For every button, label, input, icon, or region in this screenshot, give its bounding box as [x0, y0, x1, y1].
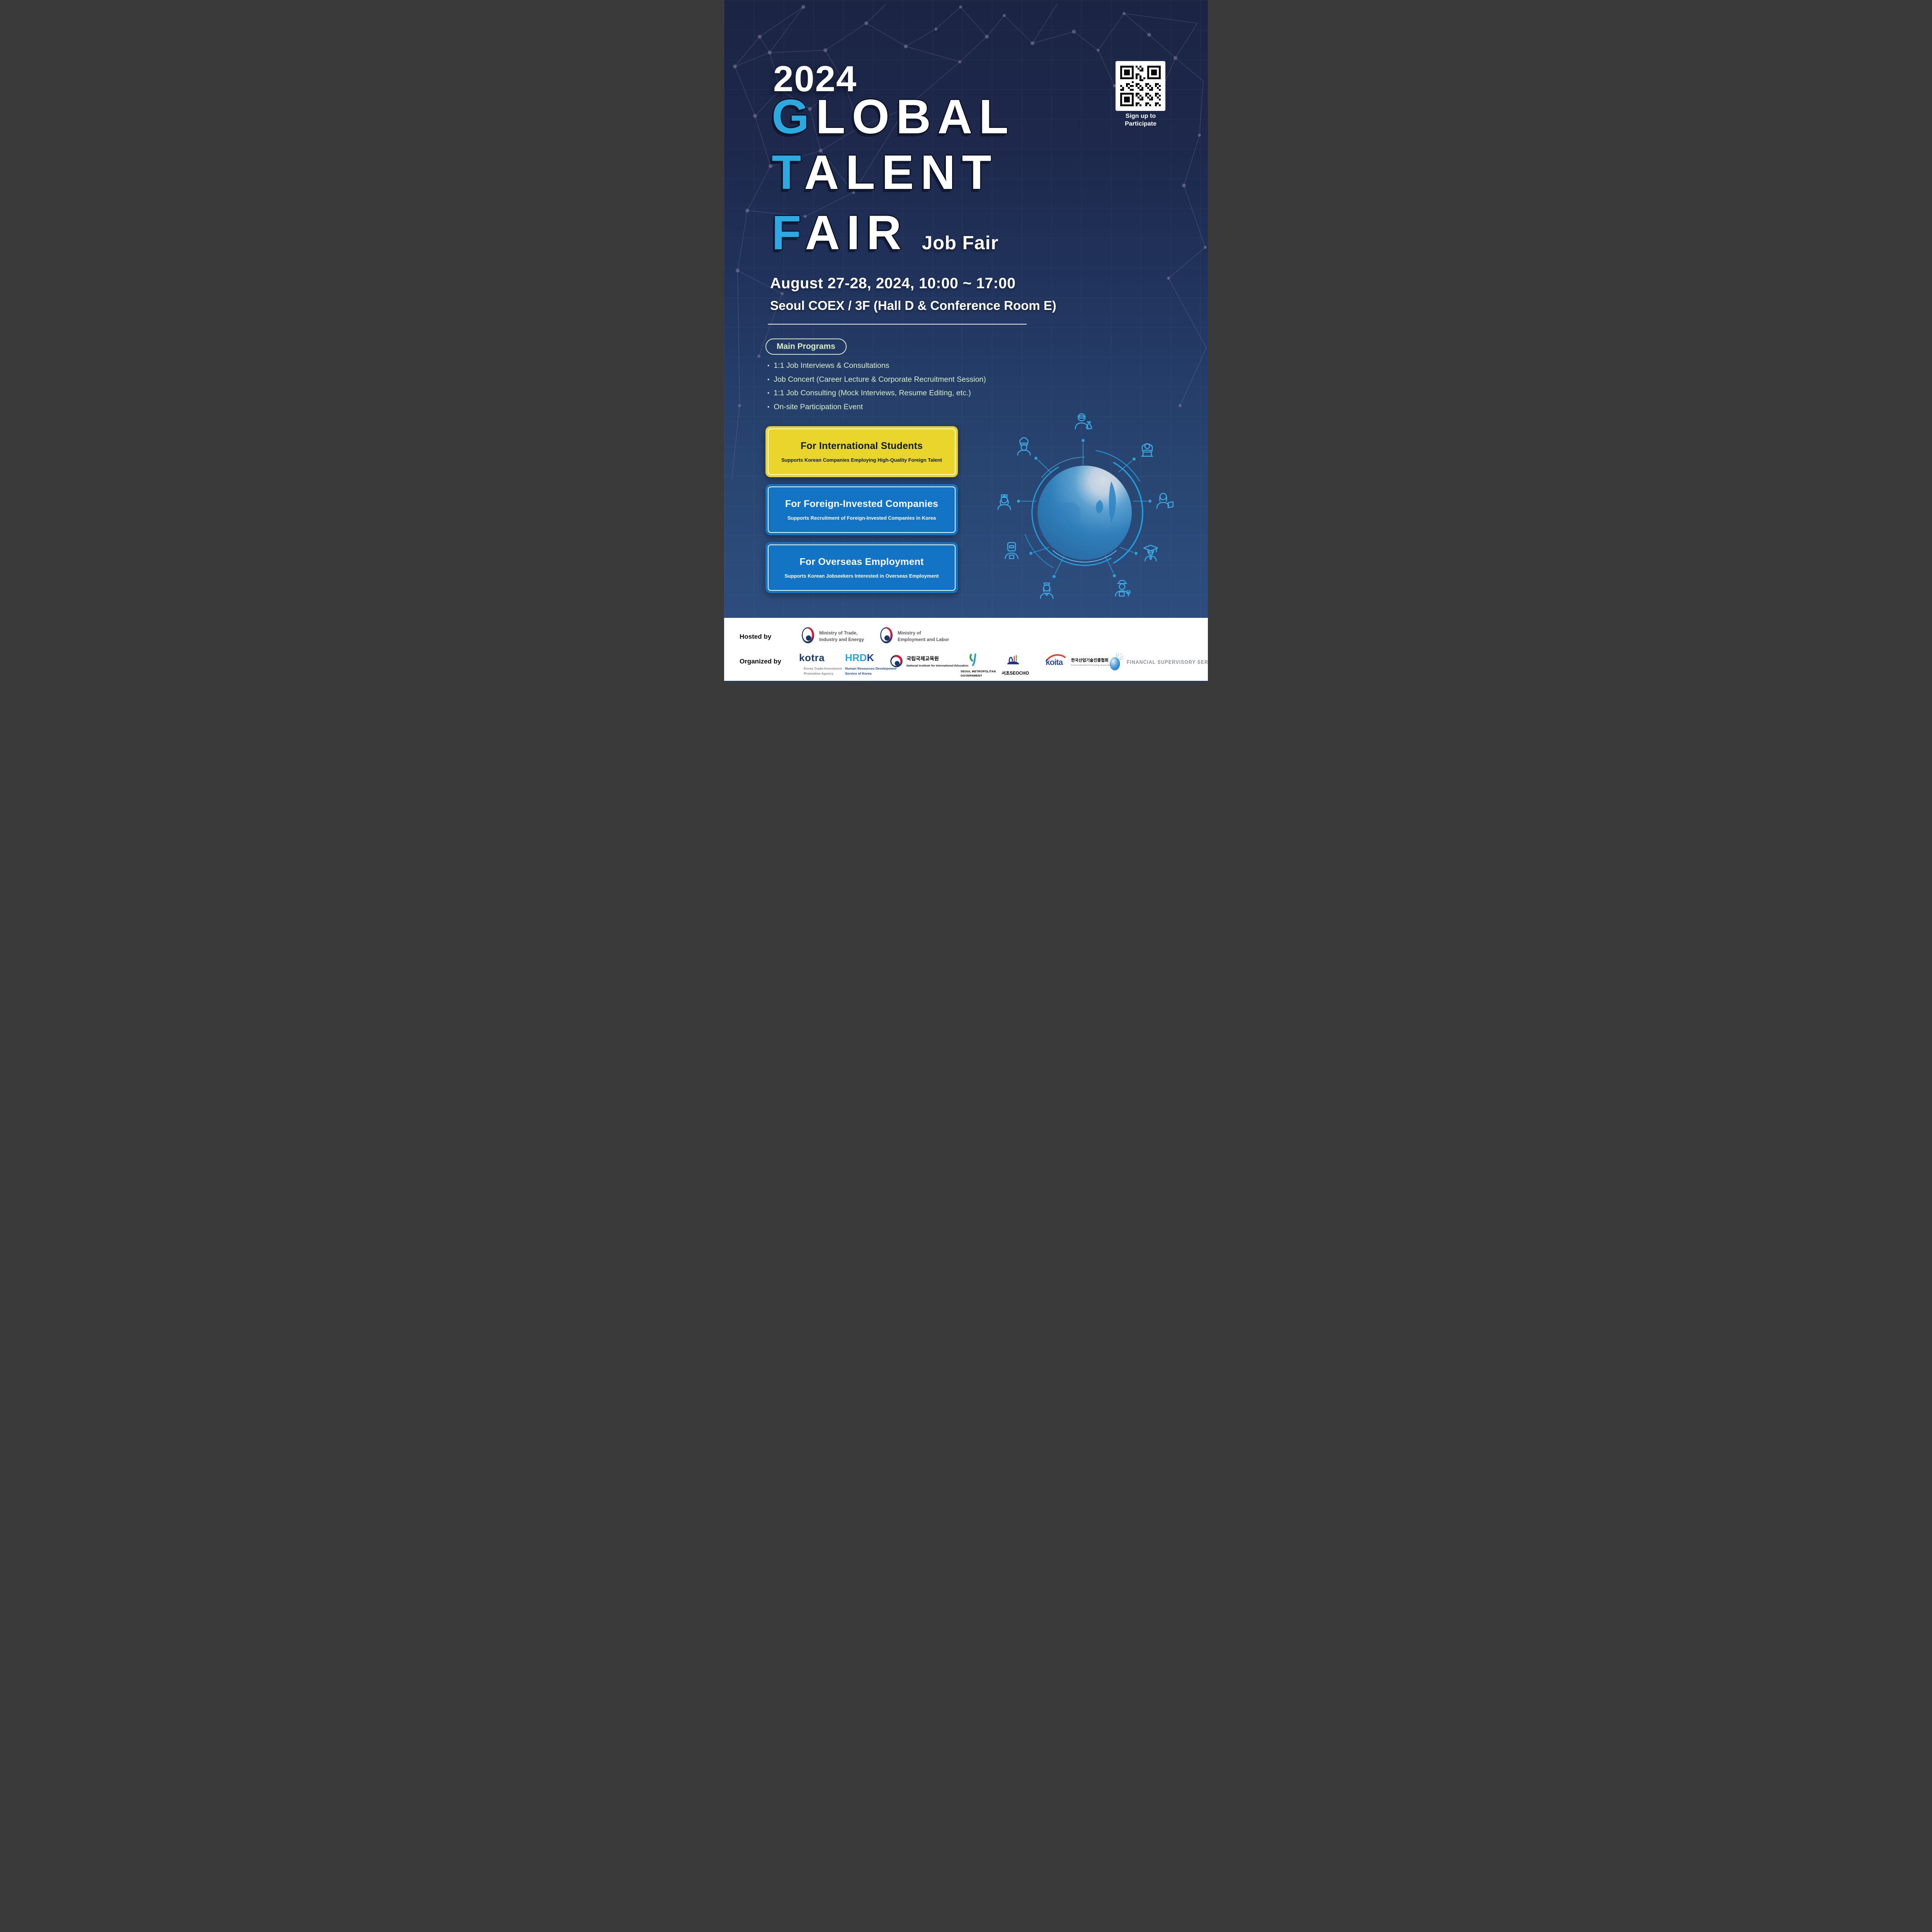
- divider-line: [768, 324, 1027, 325]
- ministry-trade-logo-icon: [802, 627, 814, 643]
- koita-english-name: Korea Industrial Technology Association: [1071, 664, 1113, 667]
- title-rest-lobal: LOBAL: [816, 90, 1015, 144]
- qr-caption-line1: Sign up to: [1125, 113, 1156, 119]
- signup-qr-code[interactable]: [1116, 61, 1165, 111]
- seoul-metropolitan-label: SEOUL METROPOLITAN GOVERNMENT: [961, 670, 996, 678]
- job-fair-poster: 2024 GLOBAL TALENT FAIR Job Fair Sign up …: [724, 0, 1208, 682]
- chef-icon: [1017, 437, 1031, 456]
- poster-year: 2024: [773, 58, 857, 99]
- ministry-labor-label: Ministry of Employment and Labor: [898, 630, 949, 642]
- card-international-students: For International Students Supports Kore…: [765, 426, 958, 477]
- qr-caption-line2: Participate: [1125, 121, 1156, 127]
- main-programs-badge: Main Programs: [765, 338, 847, 355]
- title-line-talent: TALENT: [772, 148, 998, 197]
- hosted-by-label: Hosted by: [740, 633, 772, 640]
- niied-korean-name: 국립국제교육원: [906, 656, 939, 662]
- title-rest-alent: ALENT: [804, 146, 998, 199]
- program-item-consulting: 1:1 Job Consulting (Mock Interviews, Res…: [767, 389, 986, 398]
- card-title: For Overseas Employment: [799, 556, 924, 567]
- hrdk-label: Human Resources Development Service of K…: [845, 667, 897, 676]
- main-programs-list: 1:1 Job Interviews & Consultations Job C…: [767, 362, 986, 417]
- mechanic-icon: [1115, 580, 1131, 597]
- developer-icon: [1141, 443, 1153, 457]
- welder-icon: [1005, 542, 1019, 559]
- ministry-labor-logo-icon: [880, 627, 893, 643]
- graduate-icon: [1143, 544, 1158, 561]
- program-item-job-concert: Job Concert (Career Lecture & Corporate …: [767, 375, 986, 384]
- event-venue: Seoul COEX / 3F (Hall D & Conference Roo…: [770, 298, 1056, 313]
- title-letter-t: T: [772, 146, 804, 199]
- ministry-trade-label: Ministry of Trade, Industry and Energy: [819, 630, 864, 642]
- title-suffix-job-fair: Job Fair: [922, 233, 999, 253]
- card-subtitle: Supports Recruitment of Foreign-Invested…: [787, 515, 936, 521]
- reading-student-icon: [1156, 493, 1173, 509]
- title-rest-air: AIR: [805, 206, 908, 260]
- seoul-metropolitan-logo-icon: [969, 653, 976, 666]
- program-item-onsite-event: On-site Participation Event: [767, 403, 986, 412]
- card-overseas-employment: For Overseas Employment Supports Korean …: [765, 542, 958, 593]
- icon-connectors: [1017, 439, 1151, 578]
- title-letter-g: G: [772, 90, 816, 144]
- nurse-icon: [997, 494, 1011, 510]
- event-datetime: August 27-28, 2024, 10:00 ~ 17:00: [770, 275, 1016, 292]
- niied-logo-icon: [890, 655, 903, 667]
- koita-korean-name: 한국산업기술진흥협회: [1071, 658, 1109, 663]
- koita-arc-icon: [1046, 654, 1066, 662]
- flight-attendant-icon: [1040, 582, 1054, 599]
- bottom-edge-strip: [724, 681, 1208, 682]
- program-item-interviews: 1:1 Job Interviews & Consultations: [767, 362, 986, 370]
- title-line-global: GLOBAL: [772, 93, 1015, 141]
- title-line-fair: FAIR Job Fair: [772, 209, 998, 257]
- organized-by-label: Organized by: [740, 658, 781, 665]
- qr-caption: Sign up to Participate: [1112, 112, 1170, 128]
- fss-label: FINANCIAL SUPERVISORY SERVIC: [1127, 659, 1208, 665]
- seocho-label: 서초SEOCHO: [1002, 671, 1029, 676]
- niied-english-name: National Institute for International Edu…: [906, 664, 969, 667]
- card-foreign-invested-companies: For Foreign-Invested Companies Supports …: [765, 484, 958, 535]
- scientist-icon: [1075, 413, 1092, 430]
- constellation-pattern: [731, 3, 1207, 480]
- card-title: For International Students: [800, 440, 923, 451]
- kotra-label: Korea Trade-Investment Promotion Agency: [804, 667, 842, 676]
- koita-logo: koita: [1046, 658, 1063, 667]
- seocho-logo-icon: [1007, 655, 1019, 665]
- hrdk-logo: HRDK: [845, 652, 874, 663]
- card-subtitle: Supports Korean Companies Employing High…: [781, 457, 942, 463]
- card-subtitle: Supports Korean Jobseekers Interested in…: [784, 573, 939, 579]
- title-letter-f: F: [772, 206, 805, 260]
- globe-illustration: [1025, 450, 1143, 568]
- qr-code-icon: [1120, 66, 1161, 106]
- card-title: For Foreign-Invested Companies: [785, 498, 939, 509]
- footer: Hosted by Ministry of Trade, Industry an…: [724, 618, 1208, 682]
- fss-logo-icon: [1109, 653, 1124, 670]
- kotra-logo: kotra: [799, 652, 825, 663]
